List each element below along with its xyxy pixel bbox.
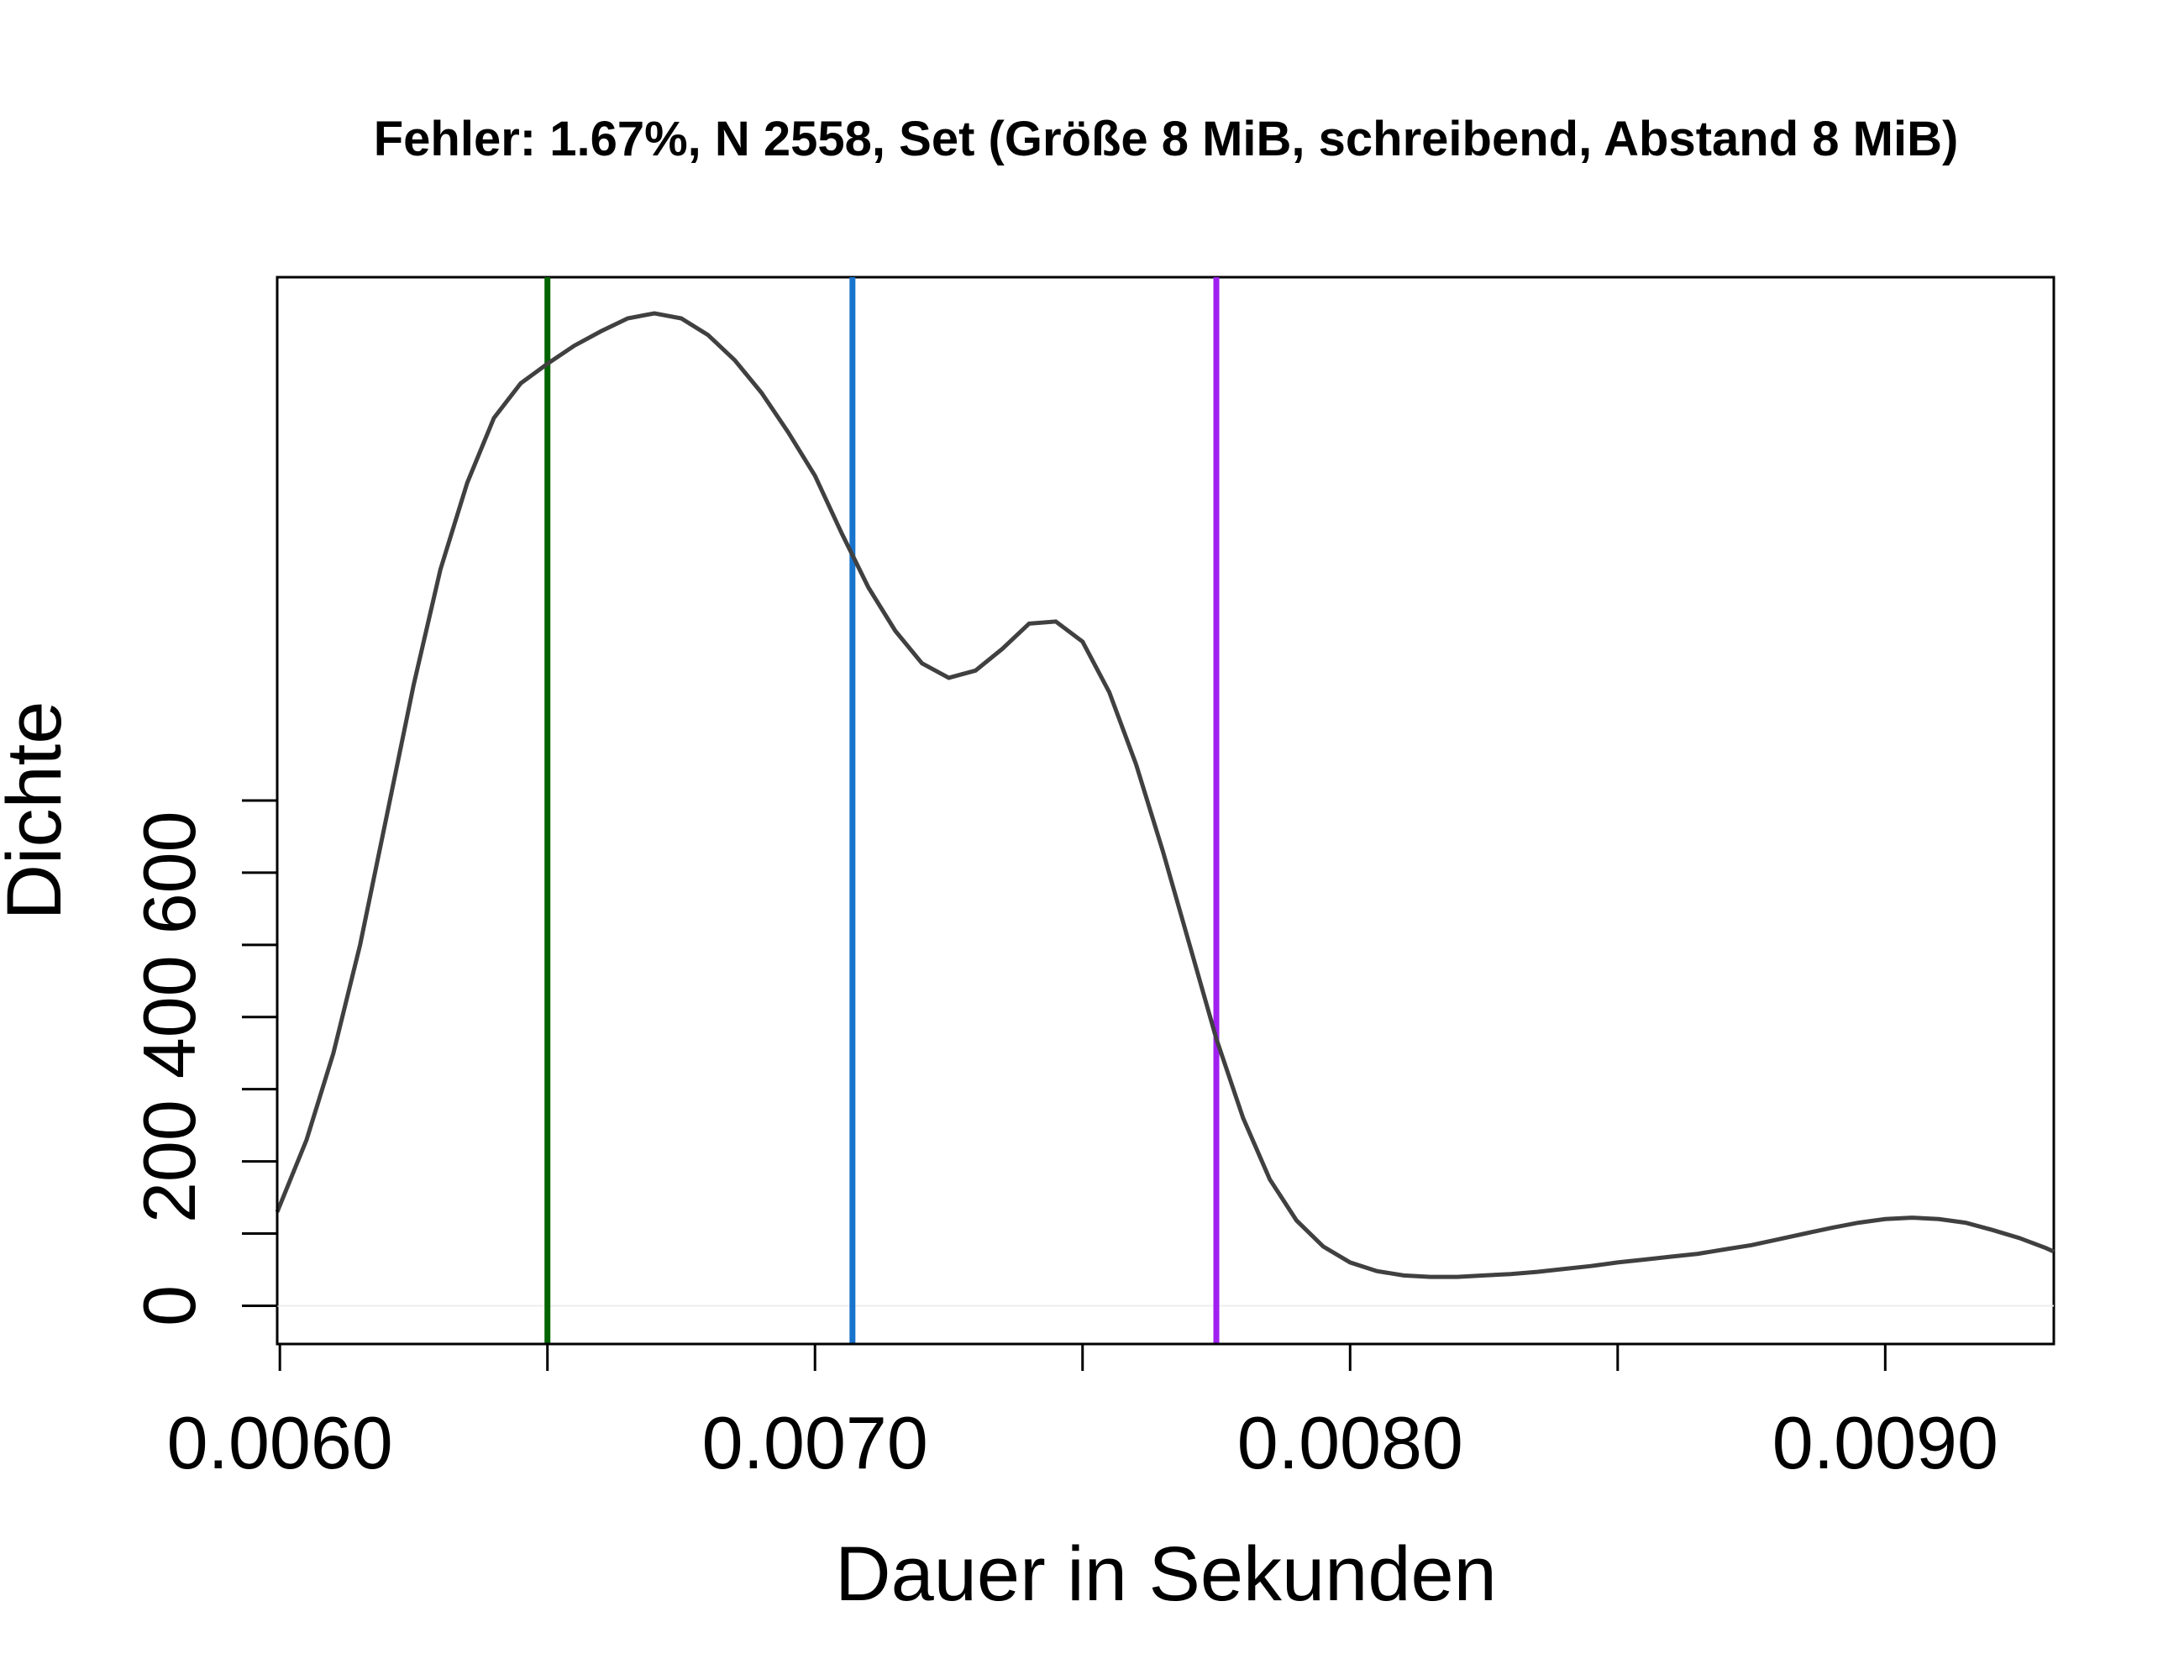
y-tick-label: 200 [128,1100,211,1223]
x-tick-label: 0.0090 [1772,1401,1998,1484]
marker-lines [544,277,1220,1344]
x-tick-label: 0.0060 [167,1401,393,1484]
x-axis: 0.0060 0.0070 0.0080 0.0090 [167,1342,1998,1484]
y-axis: 0 200 400 600 [128,799,279,1326]
density-curve [275,311,2055,1279]
x-axis-label: Dauer in Sekunden [835,1531,1497,1617]
x-tick-label: 0.0070 [702,1401,928,1484]
x-tick-label: 0.0080 [1237,1401,1463,1484]
y-tick-label: 600 [128,811,211,934]
y-tick-label: 400 [128,955,211,1079]
y-axis-label: Dichte [0,701,77,921]
y-tick-label: 0 [128,1285,211,1326]
plot-frame [276,276,2055,1346]
chart-title: Fehler: 1.67%, N 2558, Set (Größe 8 MiB,… [374,112,1959,166]
